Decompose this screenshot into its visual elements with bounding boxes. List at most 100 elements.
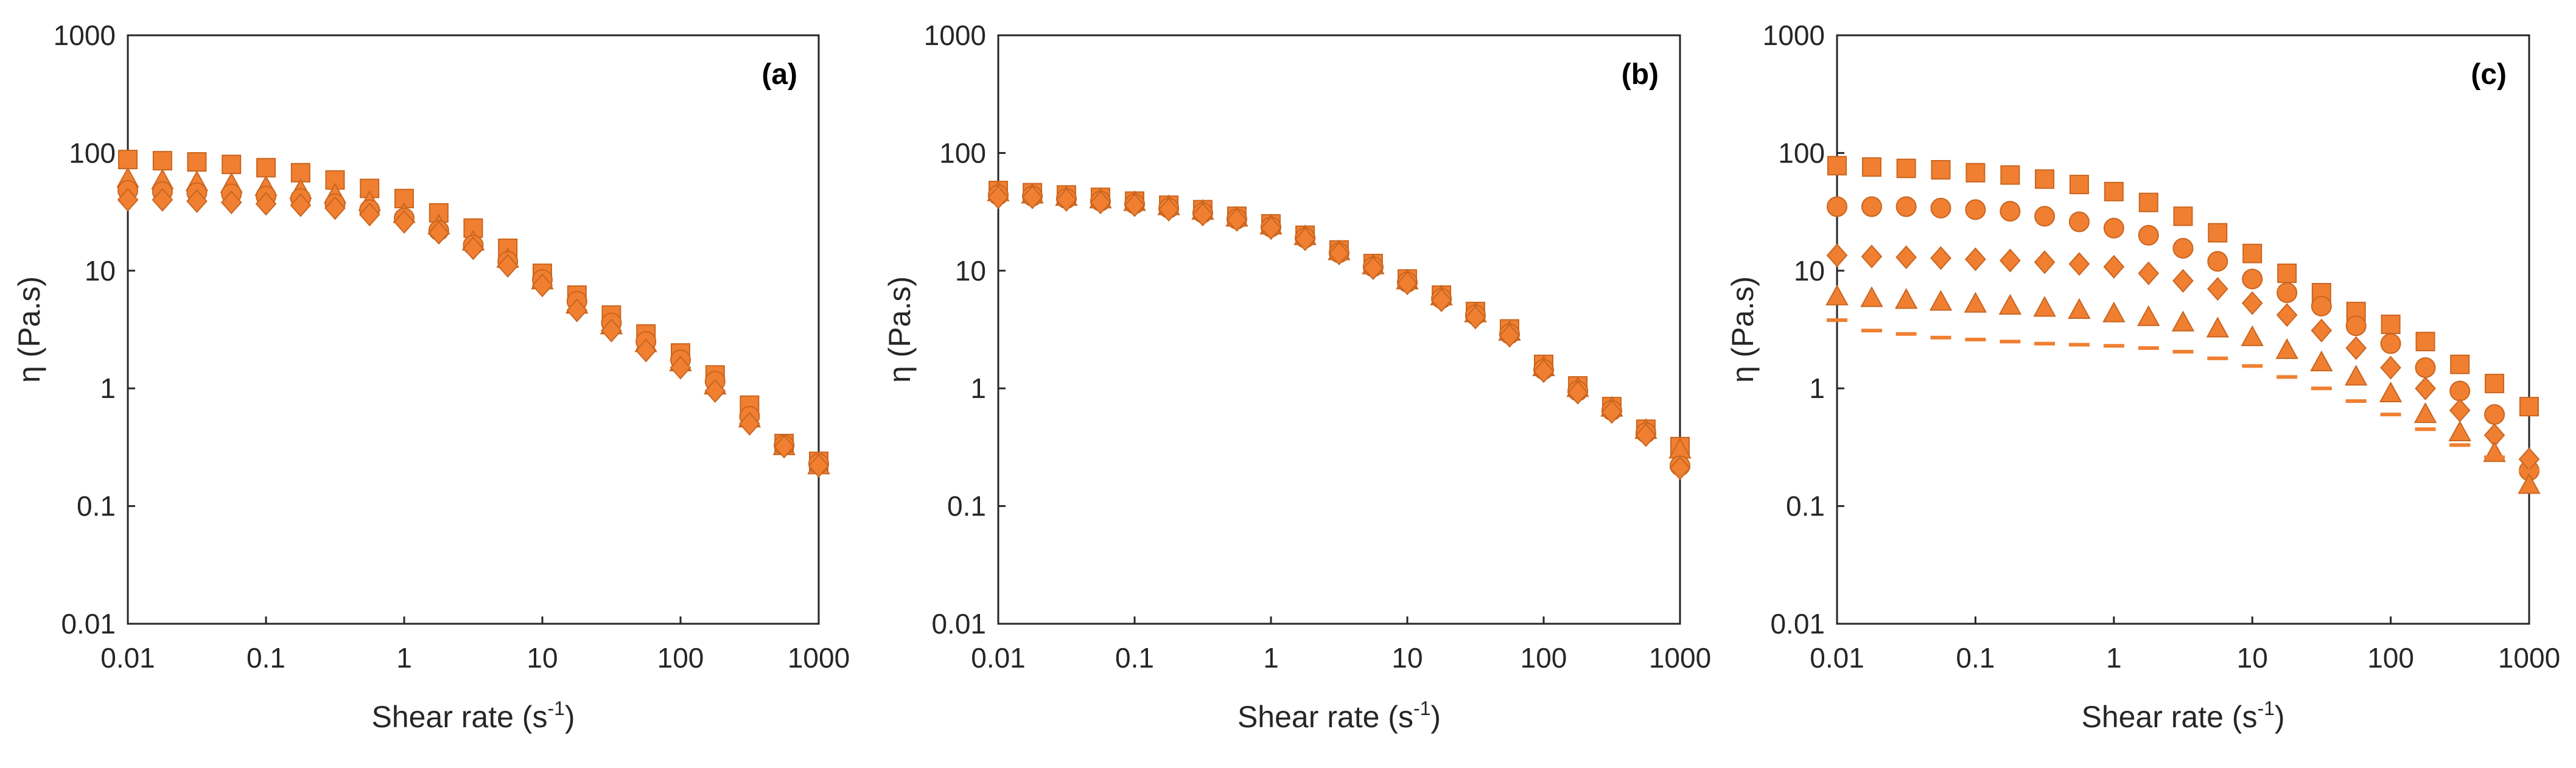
data-point-circle bbox=[1827, 196, 1847, 217]
y-tick-label: 100 bbox=[1778, 137, 1825, 169]
data-point-diamond bbox=[2207, 277, 2228, 301]
data-point-circle bbox=[1965, 199, 1986, 220]
y-axis-title: η (Pa.s) bbox=[12, 276, 46, 383]
data-point-dash bbox=[2242, 364, 2263, 368]
data-point-triangle bbox=[1964, 291, 1987, 313]
x-axis-title-end: ) bbox=[1430, 700, 1441, 734]
x-axis-title: Shear rate (s-1) bbox=[2081, 697, 2284, 734]
data-point-square bbox=[187, 152, 207, 172]
x-axis-title: Shear rate (s-1) bbox=[1237, 697, 1441, 734]
data-point-square bbox=[2485, 374, 2505, 394]
data-point-diamond bbox=[255, 192, 277, 216]
data-point-diamond bbox=[1965, 247, 1986, 271]
data-point-diamond bbox=[1055, 187, 1077, 212]
data-point-dash bbox=[2380, 413, 2401, 417]
data-point-diamond bbox=[1226, 208, 1248, 232]
data-point-dash bbox=[2449, 443, 2471, 447]
data-point-diamond bbox=[1895, 245, 1917, 270]
data-point-triangle bbox=[2033, 296, 2056, 317]
y-tick-label: 0.01 bbox=[1770, 608, 1825, 640]
data-point-diamond bbox=[1861, 244, 1883, 268]
y-tick-label: 1 bbox=[100, 372, 116, 404]
data-point-diamond bbox=[1465, 305, 1486, 330]
data-point-diamond bbox=[1430, 288, 1452, 313]
x-tick-label: 10 bbox=[1391, 642, 1423, 674]
data-point-circle bbox=[2000, 201, 2021, 222]
data-point-diamond bbox=[1499, 324, 1521, 348]
data-point-diamond bbox=[117, 187, 139, 212]
x-axis-title-sup: -1 bbox=[1413, 697, 1430, 719]
data-point-diamond bbox=[1158, 198, 1180, 222]
data-point-dash bbox=[2519, 469, 2539, 473]
series-triangle bbox=[987, 180, 1692, 459]
data-point-square bbox=[1861, 157, 1881, 177]
data-point-circle bbox=[2138, 225, 2159, 246]
x-tick-label: 1000 bbox=[2498, 642, 2560, 674]
data-point-diamond bbox=[1294, 227, 1316, 251]
plot-frame bbox=[997, 34, 1681, 625]
data-point-triangle bbox=[1860, 286, 1883, 307]
data-point-diamond bbox=[1090, 190, 1111, 215]
data-point-square bbox=[2415, 332, 2435, 352]
data-point-diamond bbox=[1826, 243, 1848, 268]
data-point-triangle bbox=[2379, 381, 2403, 403]
data-point-triangle bbox=[2171, 310, 2195, 332]
y-tick-label: 100 bbox=[69, 137, 116, 169]
data-point-triangle bbox=[2448, 420, 2471, 442]
data-point-diamond bbox=[2345, 336, 2367, 360]
y-tick-label: 10 bbox=[955, 255, 986, 287]
chart-panel-1: 0.01 0.1 1 10 100 1000 0.01 0.1 1 10 100 1000 Shear … bbox=[12, 19, 850, 734]
data-point-square bbox=[1931, 159, 1951, 180]
data-point-triangle bbox=[2413, 402, 2437, 424]
data-point-circle bbox=[2311, 296, 2332, 317]
data-point-triangle bbox=[2518, 473, 2541, 494]
data-point-diamond bbox=[220, 190, 242, 215]
data-point-circle bbox=[1861, 196, 1882, 217]
y-axis-title: η (Pa.s) bbox=[883, 276, 917, 383]
data-point-dash bbox=[2000, 340, 2021, 344]
chart-panel-3: 0.01 0.1 1 10 100 1000 0.01 0.1 1 10 100 1000 Shear … bbox=[1726, 19, 2560, 734]
data-point-diamond bbox=[1328, 242, 1350, 266]
data-point-dash bbox=[1930, 335, 1951, 340]
data-point-circle bbox=[2484, 404, 2505, 425]
data-point-diamond bbox=[186, 189, 208, 213]
series-dash bbox=[1827, 318, 2539, 473]
data-point-diamond bbox=[1021, 185, 1043, 209]
data-point-dash bbox=[2034, 341, 2056, 346]
data-point-circle bbox=[2172, 237, 2194, 259]
data-point-diamond bbox=[531, 273, 553, 298]
data-point-square bbox=[2104, 181, 2124, 201]
data-point-triangle bbox=[2206, 316, 2229, 338]
data-point-triangle bbox=[1894, 288, 1918, 309]
panel-label: (c) bbox=[2471, 58, 2507, 91]
data-point-diamond bbox=[1260, 216, 1282, 240]
x-axis-title: Shear rate (s-1) bbox=[371, 697, 575, 734]
data-point-square bbox=[2069, 175, 2089, 195]
x-tick-label: 0.1 bbox=[247, 642, 285, 674]
data-point-circle bbox=[2345, 315, 2367, 337]
data-point-dash bbox=[2068, 343, 2090, 347]
y-tick-label: 100 bbox=[939, 137, 986, 169]
data-point-dash bbox=[2207, 356, 2228, 360]
data-point-circle bbox=[2277, 282, 2298, 303]
data-point-triangle bbox=[1998, 293, 2022, 315]
data-point-diamond bbox=[2449, 398, 2471, 422]
y-tick-label: 1 bbox=[970, 372, 986, 404]
data-point-square bbox=[2173, 206, 2193, 226]
data-point-circle bbox=[2380, 333, 2401, 354]
x-tick-label: 10 bbox=[2237, 642, 2268, 674]
data-point-diamond bbox=[2380, 355, 2401, 380]
data-point-triangle bbox=[2241, 325, 2264, 346]
data-point-triangle bbox=[2310, 351, 2333, 372]
y-tick-label: 0.01 bbox=[931, 608, 986, 640]
data-point-square bbox=[2242, 243, 2263, 264]
data-point-diamond bbox=[635, 338, 657, 363]
data-point-diamond bbox=[704, 379, 726, 403]
series-diamond bbox=[987, 185, 1691, 480]
data-point-square bbox=[2035, 169, 2055, 189]
data-point-diamond bbox=[773, 435, 795, 459]
data-point-diamond bbox=[2068, 252, 2090, 276]
data-point-diamond bbox=[601, 318, 622, 343]
y-tick-label: 0.01 bbox=[61, 608, 116, 640]
